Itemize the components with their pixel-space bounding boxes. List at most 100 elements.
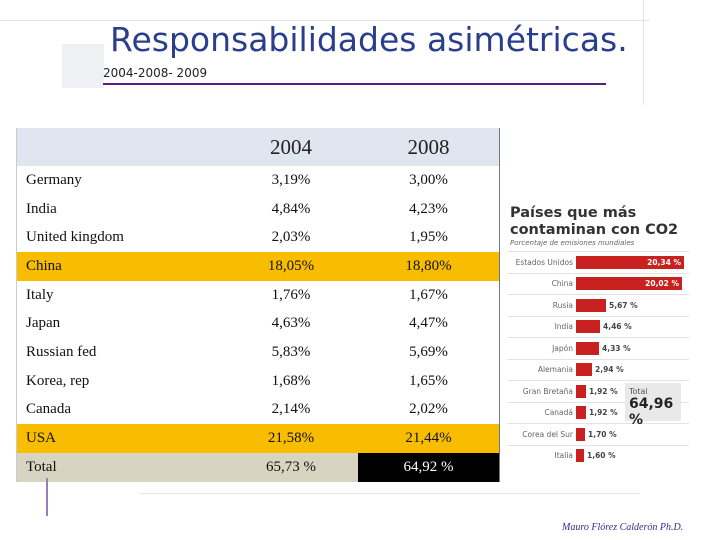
- country-cell: USA: [26, 430, 57, 447]
- infographic-row: Rusia 5,67 %: [507, 294, 689, 316]
- infographic-row: Japón 4,33 %: [507, 337, 689, 359]
- title-underline: [103, 83, 606, 85]
- infographic-value-label: 1,92 %: [589, 408, 618, 418]
- infographic-value-label: 5,67 %: [609, 300, 638, 310]
- country-cell: Germany: [26, 171, 82, 188]
- slide-subtitle: 2004-2008- 2009: [103, 66, 208, 80]
- right-divider: [643, 0, 644, 105]
- country-cell: Korea, rep: [26, 372, 90, 389]
- value-2004-cell: 5,83%: [271, 343, 311, 360]
- table-row: Canada 2,14% 2,02%: [17, 396, 499, 425]
- bottom-divider: [140, 493, 640, 494]
- country-cell: China: [26, 257, 62, 274]
- author-credit: Mauro Flórez Calderón Ph.D.: [562, 522, 684, 533]
- table-row: China 18,05% 18,80%: [17, 252, 499, 281]
- title-decoration: [62, 44, 104, 88]
- slide-title: Responsabilidades asimétricas.: [110, 20, 628, 59]
- infographic-row: Italia 1,60 %: [507, 444, 689, 467]
- table-row: India 4,84% 4,23%: [17, 195, 499, 224]
- infographic-country-label: Italia: [554, 451, 573, 461]
- infographic-bar: 20,02 %: [576, 277, 682, 291]
- infographic-value-label: 1,70 %: [588, 429, 617, 439]
- value-2008-cell: 4,23%: [409, 200, 448, 217]
- infographic-bar: [576, 363, 592, 377]
- infographic-value-label: 1,92 %: [589, 386, 618, 396]
- infographic-value-label: 2,94 %: [595, 365, 624, 375]
- table-row: USA 21,58% 21,44%: [17, 424, 499, 453]
- value-2008-cell: 5,69%: [409, 343, 448, 360]
- table-body: Germany 3,19% 3,00% India 4,84% 4,23% United k…: [17, 166, 499, 453]
- total-2004: 65,73 %: [224, 452, 358, 482]
- infographic-country-label: Corea del Sur: [522, 429, 573, 439]
- left-accent-line: [46, 478, 48, 516]
- value-2008-cell: 3,00%: [409, 171, 448, 188]
- infographic-total-label: Total: [629, 387, 648, 396]
- country-cell: Japan: [26, 315, 61, 332]
- value-2004-cell: 18,05%: [267, 257, 315, 274]
- co2-infographic: Países que más contaminan con CO2 Porcen…: [507, 205, 689, 475]
- infographic-country-label: Gran Bretaña: [522, 386, 573, 396]
- value-2004-cell: 3,19%: [271, 171, 311, 188]
- value-2008-cell: 1,67%: [409, 286, 448, 303]
- total-label: Total: [17, 452, 224, 482]
- emissions-table: 2004 2008 Germany 3,19% 3,00% India 4,84% 4,2…: [16, 128, 500, 482]
- infographic-bar: [576, 384, 586, 398]
- infographic-value-label: 1,60 %: [587, 451, 616, 461]
- value-2004-cell: 1,76%: [271, 286, 311, 303]
- total-row: Total 65,73 % 64,92 %: [17, 452, 499, 482]
- infographic-bar: [576, 449, 584, 463]
- infographic-value-label: 20,34 %: [647, 257, 681, 267]
- value-2008-cell: 2,02%: [409, 401, 448, 418]
- infographic-country-label: Japón: [552, 343, 573, 353]
- infographic-country-label: China: [551, 279, 573, 289]
- country-cell: Italy: [26, 286, 54, 303]
- table-row: Italy 1,76% 1,67%: [17, 281, 499, 310]
- infographic-row: Canadá 1,92 %: [507, 401, 689, 424]
- infographic-country-label: Canadá: [544, 408, 573, 418]
- infographic-bar: [576, 406, 586, 420]
- header-2004: 2004: [270, 134, 312, 159]
- header-2008: 2008: [407, 134, 450, 159]
- table-row: Russian fed 5,83% 5,69%: [17, 338, 499, 367]
- infographic-value-label: 20,02 %: [645, 279, 679, 289]
- value-2008-cell: 18,80%: [405, 257, 452, 274]
- value-2008-cell: 1,65%: [409, 372, 448, 389]
- infographic-country-label: Estados Unidos: [515, 257, 573, 267]
- value-2004-cell: 4,84%: [271, 200, 311, 217]
- value-2008-cell: 1,95%: [409, 229, 448, 246]
- infographic-value-label: 4,33 %: [602, 343, 631, 353]
- infographic-total-value: 64,96 %: [629, 396, 674, 428]
- infographic-value-label: 4,46 %: [603, 322, 632, 332]
- infographic-row: Alemania 2,94 %: [507, 358, 689, 381]
- infographic-bar: [576, 341, 599, 355]
- table-row: Korea, rep 1,68% 1,65%: [17, 367, 499, 396]
- infographic-title-line1: Países que más: [510, 205, 637, 221]
- infographic-row: Estados Unidos 20,34 %: [507, 251, 689, 273]
- table-row: Germany 3,19% 3,00%: [17, 166, 499, 195]
- table-row: Japan 4,63% 4,47%: [17, 309, 499, 338]
- infographic-bar: [576, 298, 606, 312]
- infographic-row: China 20,02 %: [507, 272, 689, 295]
- value-2004-cell: 21,58%: [267, 430, 315, 447]
- value-2004-cell: 2,14%: [271, 401, 311, 418]
- value-2004-cell: 1,68%: [271, 372, 311, 389]
- infographic-bar: [576, 427, 585, 441]
- total-2008: 64,92 %: [358, 452, 499, 482]
- infographic-subtitle: Porcentaje de emisiones mundiales: [510, 239, 635, 247]
- infographic-row: Gran Bretaña 1,92 %: [507, 380, 689, 402]
- infographic-bar: [576, 320, 600, 334]
- country-cell: Russian fed: [26, 343, 97, 360]
- infographic-country-label: India: [554, 322, 573, 332]
- country-cell: India: [26, 200, 57, 217]
- infographic-bar: 20,34 %: [576, 255, 684, 269]
- top-divider: [0, 20, 650, 21]
- table-header-row: 2004 2008: [17, 128, 499, 166]
- infographic-bars: Estados Unidos 20,34 % China 20,02 % Rusia 5,…: [507, 251, 689, 466]
- infographic-country-label: Alemania: [537, 365, 573, 375]
- infographic-row: India 4,46 %: [507, 315, 689, 338]
- infographic-title-line2: contaminan con CO2: [510, 222, 679, 238]
- value-2004-cell: 2,03%: [271, 229, 311, 246]
- country-cell: Canada: [26, 401, 71, 418]
- infographic-row: Corea del Sur 1,70 %: [507, 423, 689, 445]
- infographic-total-box: Total 64,96 %: [625, 383, 681, 428]
